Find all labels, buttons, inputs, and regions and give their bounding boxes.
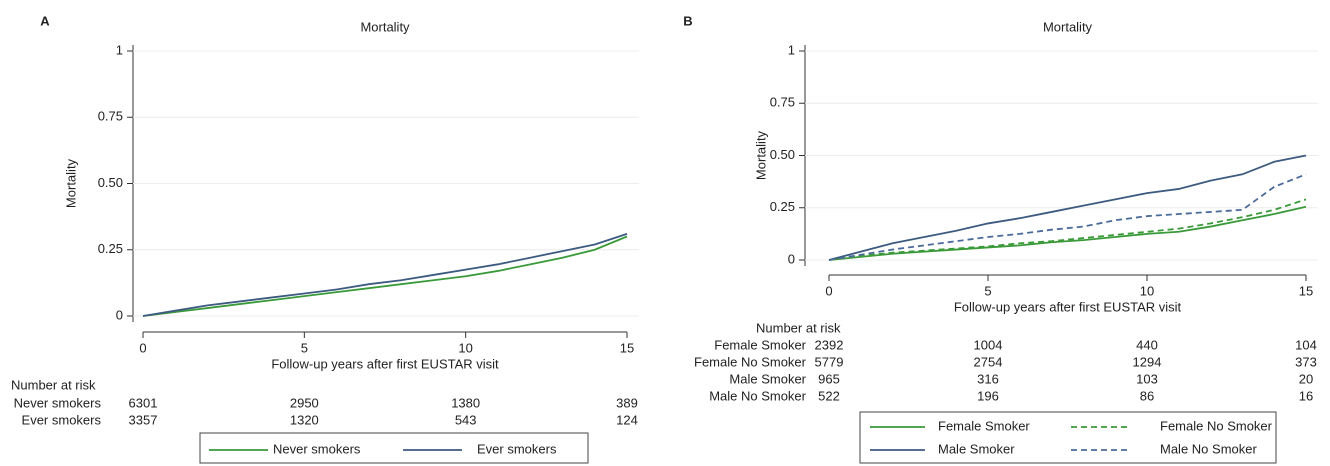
x-tick-label: 0 xyxy=(139,340,146,355)
panel-label: B xyxy=(683,13,692,28)
risk-value: 103 xyxy=(1136,371,1158,386)
risk-row-label: Female Smoker xyxy=(714,337,806,352)
risk-row-label: Never smokers xyxy=(14,395,102,410)
x-tick-label: 0 xyxy=(825,283,832,298)
risk-table-title: Number at risk xyxy=(11,377,96,392)
chart-title: Mortality xyxy=(1043,19,1093,34)
x-axis-label: Follow-up years after first EUSTAR visit xyxy=(271,356,499,371)
y-tick-label: 1 xyxy=(788,42,795,57)
x-tick-label: 10 xyxy=(1140,283,1154,298)
risk-value: 2754 xyxy=(974,354,1003,369)
risk-value: 1004 xyxy=(974,337,1003,352)
risk-value: 1294 xyxy=(1133,354,1162,369)
risk-row-label: Male Smoker xyxy=(729,371,806,386)
chart-title: Mortality xyxy=(360,19,410,34)
risk-value: 440 xyxy=(1136,337,1158,352)
risk-value: 2950 xyxy=(290,395,319,410)
legend-label: Female Smoker xyxy=(938,418,1030,433)
risk-value: 522 xyxy=(818,388,840,403)
x-axis-label: Follow-up years after first EUSTAR visit xyxy=(954,299,1182,314)
legend-box xyxy=(859,411,1277,464)
y-tick-label: 0.75 xyxy=(98,109,123,124)
risk-value: 86 xyxy=(1140,388,1154,403)
legend-label: Female No Smoker xyxy=(1160,418,1273,433)
risk-value: 6301 xyxy=(129,395,158,410)
series-line xyxy=(828,205,1307,261)
risk-value: 104 xyxy=(1295,337,1317,352)
risk-value: 2392 xyxy=(815,337,844,352)
legend-label: Never smokers xyxy=(273,441,361,456)
y-tick-label: 0.50 xyxy=(98,175,123,190)
risk-value: 124 xyxy=(616,412,638,427)
risk-row-label: Ever smokers xyxy=(22,412,102,427)
series-line xyxy=(828,154,1307,261)
x-tick-label: 5 xyxy=(301,340,308,355)
y-tick-label: 0 xyxy=(116,307,123,322)
x-tick-label: 10 xyxy=(458,340,472,355)
panel-label: A xyxy=(40,13,50,28)
risk-row-label: Male No Smoker xyxy=(709,388,806,403)
risk-value: 5779 xyxy=(815,354,844,369)
x-tick-label: 15 xyxy=(620,340,634,355)
legend-label: Ever smokers xyxy=(477,441,557,456)
risk-value: 965 xyxy=(818,371,840,386)
legend-box xyxy=(199,432,589,464)
series-line xyxy=(142,235,628,317)
risk-value: 543 xyxy=(455,412,477,427)
risk-value: 3357 xyxy=(129,412,158,427)
legend-label: Male Smoker xyxy=(938,441,1015,456)
risk-value: 316 xyxy=(977,371,999,386)
risk-value: 389 xyxy=(616,395,638,410)
series-line xyxy=(828,173,1307,261)
y-tick-label: 0.25 xyxy=(770,199,795,214)
x-tick-label: 15 xyxy=(1299,283,1313,298)
risk-value: 373 xyxy=(1295,354,1317,369)
y-tick-label: 0.50 xyxy=(770,147,795,162)
y-axis-label: Mortality xyxy=(753,130,768,180)
risk-value: 1320 xyxy=(290,412,319,427)
risk-value: 16 xyxy=(1299,388,1313,403)
y-tick-label: 0.25 xyxy=(98,241,123,256)
y-tick-label: 0.75 xyxy=(770,95,795,110)
risk-value: 1380 xyxy=(451,395,480,410)
y-tick-label: 0 xyxy=(788,251,795,266)
y-axis-label: Mortality xyxy=(63,158,78,208)
y-tick-label: 1 xyxy=(116,42,123,57)
series-line xyxy=(142,232,628,317)
risk-row-label: Female No Smoker xyxy=(694,354,807,369)
risk-value: 20 xyxy=(1299,371,1313,386)
x-tick-label: 5 xyxy=(984,283,991,298)
risk-value: 196 xyxy=(977,388,999,403)
risk-table-title: Number at risk xyxy=(756,320,841,335)
legend-label: Male No Smoker xyxy=(1160,441,1257,456)
